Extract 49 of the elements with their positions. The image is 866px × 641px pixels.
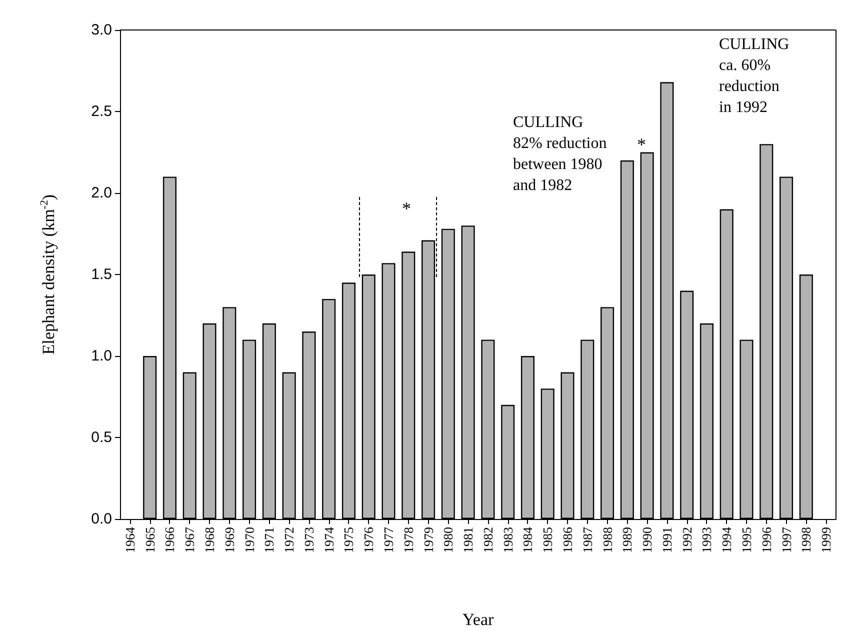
x-tick-label: 1979 [420,527,436,553]
y-tick-label: 0.5 [91,429,112,446]
y-tick-label: 3.0 [91,22,112,38]
annotation: * [637,134,646,154]
x-tick-label: 1998 [798,527,814,553]
x-tick-label: 1966 [162,526,178,553]
x-tick-label: 1974 [321,526,336,553]
x-tick-label: 1971 [262,527,277,553]
x-tick-label: 1992 [679,527,694,553]
x-tick-label: 1967 [182,526,198,553]
y-tick-label: 2.5 [91,103,112,120]
x-tick-label: 1990 [640,527,655,553]
x-tick-label: 1983 [500,527,516,553]
y-tick-label: 1.0 [91,348,112,364]
x-tick-label: 1977 [381,526,396,553]
x-tick-label: 1985 [540,527,556,553]
y-tick-label: 2.0 [91,184,112,202]
x-tick-label: 1987 [580,526,595,553]
x-tick-label: 1999 [818,527,834,553]
x-tick-label: 1970 [242,527,257,553]
x-tick-label: 1982 [480,527,496,553]
x-tick-label: 1975 [341,527,356,553]
x-tick-label: 1993 [699,527,714,553]
x-tick-label: 1980 [440,527,456,553]
x-tick-label: 1986 [560,526,575,553]
x-axis-title: Year [462,610,494,629]
annotation: * [402,198,411,218]
x-tick-label: 1981 [460,527,476,553]
x-tick-label: 1988 [600,527,615,553]
x-tick-label: 1994 [719,526,734,553]
annotation: CULLING 82% reduction between 1980 and 1982 [513,114,607,194]
x-tick-label: 1965 [142,527,158,553]
x-tick-label: 1976 [361,526,376,553]
x-tick-label: 1968 [202,527,217,553]
x-tick-label: 1984 [520,526,536,553]
x-tick-label: 1996 [758,526,774,553]
x-tick-label: 1978 [400,527,416,553]
y-tick-label: 0.0 [91,510,112,528]
x-tick-label: 1995 [739,527,754,553]
x-tick-label: 1964 [122,526,138,553]
x-tick-label: 1973 [301,527,316,553]
x-tick-label: 1991 [659,527,674,553]
y-tick-label: 1.5 [91,266,112,283]
x-tick-label: 1989 [620,527,635,553]
x-tick-label: 1969 [222,527,237,553]
y-axis-title: Elephant density (km-2) [38,194,58,355]
x-tick-label: 1997 [778,526,794,553]
annotation: CULLING ca. 60% reduction in 1992 [719,36,790,116]
x-tick-label: 1972 [282,527,297,553]
